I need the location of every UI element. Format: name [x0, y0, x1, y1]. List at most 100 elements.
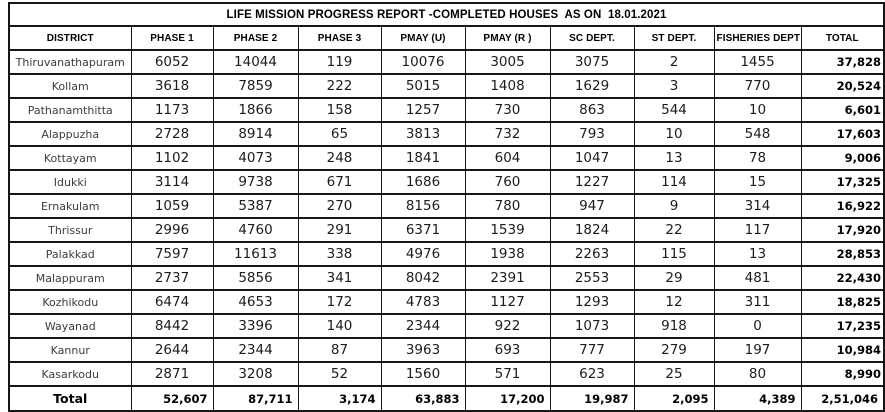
district-cell: Thrissur	[8, 217, 132, 243]
title-row: LIFE MISSION PROGRESS REPORT -COMPLETED …	[8, 2, 885, 27]
value-cell: 1293	[549, 289, 635, 315]
column-header: PMAY (R )	[464, 25, 551, 51]
total-value-cell: 17,200	[464, 385, 551, 412]
row-total-cell: 17,325	[800, 169, 885, 195]
grand-total-cell: 2,51,046	[800, 385, 885, 412]
value-cell: 1257	[380, 97, 466, 123]
value-cell: 115	[633, 241, 715, 267]
value-cell: 10	[633, 121, 715, 147]
table-row: Ernakulam 1059 5387 270 8156 780 947 9 314 16,922	[8, 193, 885, 219]
district-cell: Pathanamthitta	[8, 97, 132, 123]
row-total-cell: 37,828	[800, 49, 885, 75]
value-cell: 291	[297, 217, 382, 243]
district-cell: Malappuram	[8, 265, 132, 291]
value-cell: 1824	[549, 217, 635, 243]
value-cell: 15	[713, 169, 802, 195]
district-cell: Kollam	[8, 73, 132, 99]
value-cell: 693	[464, 337, 551, 363]
value-cell: 6371	[380, 217, 466, 243]
value-cell: 52	[297, 361, 382, 387]
column-header: PHASE 2	[212, 25, 299, 51]
table-row: Alappuzha 2728 8914 65 3813 732 793 10 548 17,603	[8, 121, 885, 147]
table-row: Kannur 2644 2344 87 3963 693 777 279 197 10,984	[8, 337, 885, 363]
column-header: TOTAL	[800, 25, 885, 51]
value-cell: 5015	[380, 73, 466, 99]
value-cell: 544	[633, 97, 715, 123]
value-cell: 4976	[380, 241, 466, 267]
value-cell: 197	[713, 337, 802, 363]
value-cell: 571	[464, 361, 551, 387]
district-cell: Idukki	[8, 169, 132, 195]
total-label-cell: Total	[8, 385, 132, 412]
table-row: Malappuram 2737 5856 341 8042 2391 2553 29 481 22…	[8, 265, 885, 291]
table-row: Kozhikodu 6474 4653 172 4783 1127 1293 12 311 18,…	[8, 289, 885, 315]
value-cell: 172	[297, 289, 382, 315]
table-row: Thiruvanathapuram 6052 14044 119 10076 3005 30…	[8, 49, 885, 75]
value-cell: 314	[713, 193, 802, 219]
value-cell: 2391	[464, 265, 551, 291]
district-cell: Palakkad	[8, 241, 132, 267]
value-cell: 780	[464, 193, 551, 219]
value-cell: 140	[297, 313, 382, 339]
total-value-cell: 2,095	[633, 385, 715, 412]
row-total-cell: 22,430	[800, 265, 885, 291]
district-cell: Kottayam	[8, 145, 132, 171]
value-cell: 9	[633, 193, 715, 219]
value-cell: 623	[549, 361, 635, 387]
value-cell: 760	[464, 169, 551, 195]
life-mission-progress-table: LIFE MISSION PROGRESS REPORT -COMPLETED …	[8, 2, 885, 412]
value-cell: 87	[297, 337, 382, 363]
value-cell: 1073	[549, 313, 635, 339]
row-total-cell: 8,990	[800, 361, 885, 387]
value-cell: 7859	[212, 73, 299, 99]
value-cell: 11613	[212, 241, 299, 267]
district-cell: Kannur	[8, 337, 132, 363]
value-cell: 2644	[130, 337, 214, 363]
value-cell: 1686	[380, 169, 466, 195]
value-cell: 3075	[549, 49, 635, 75]
district-cell: Thiruvanathapuram	[8, 49, 132, 75]
value-cell: 3114	[130, 169, 214, 195]
total-value-cell: 52,607	[130, 385, 214, 412]
row-total-cell: 10,984	[800, 337, 885, 363]
value-cell: 29	[633, 265, 715, 291]
row-total-cell: 17,603	[800, 121, 885, 147]
value-cell: 1227	[549, 169, 635, 195]
value-cell: 3813	[380, 121, 466, 147]
value-cell: 248	[297, 145, 382, 171]
value-cell: 793	[549, 121, 635, 147]
value-cell: 2553	[549, 265, 635, 291]
value-cell: 1539	[464, 217, 551, 243]
district-cell: Ernakulam	[8, 193, 132, 219]
value-cell: 8042	[380, 265, 466, 291]
table-row: Pathanamthitta 1173 1866 158 1257 730 863 544 10…	[8, 97, 885, 123]
value-cell: 2737	[130, 265, 214, 291]
value-cell: 117	[713, 217, 802, 243]
value-cell: 730	[464, 97, 551, 123]
value-cell: 158	[297, 97, 382, 123]
report-title: LIFE MISSION PROGRESS REPORT -COMPLETED …	[8, 2, 885, 27]
column-header: PMAY (U)	[380, 25, 466, 51]
value-cell: 3005	[464, 49, 551, 75]
value-cell: 1841	[380, 145, 466, 171]
value-cell: 548	[713, 121, 802, 147]
value-cell: 3	[633, 73, 715, 99]
value-cell: 8156	[380, 193, 466, 219]
value-cell: 3618	[130, 73, 214, 99]
district-cell: Wayanad	[8, 313, 132, 339]
value-cell: 9738	[212, 169, 299, 195]
row-total-cell: 6,601	[800, 97, 885, 123]
column-header: FISHERIES DEPT	[713, 25, 802, 51]
column-header: PHASE 1	[130, 25, 214, 51]
value-cell: 10	[713, 97, 802, 123]
value-cell: 2996	[130, 217, 214, 243]
value-cell: 311	[713, 289, 802, 315]
value-cell: 3963	[380, 337, 466, 363]
value-cell: 922	[464, 313, 551, 339]
value-cell: 918	[633, 313, 715, 339]
value-cell: 12	[633, 289, 715, 315]
table-row: Idukki 3114 9738 671 1686 760 1227 114 15 17,325	[8, 169, 885, 195]
value-cell: 2344	[212, 337, 299, 363]
value-cell: 4653	[212, 289, 299, 315]
value-cell: 119	[297, 49, 382, 75]
